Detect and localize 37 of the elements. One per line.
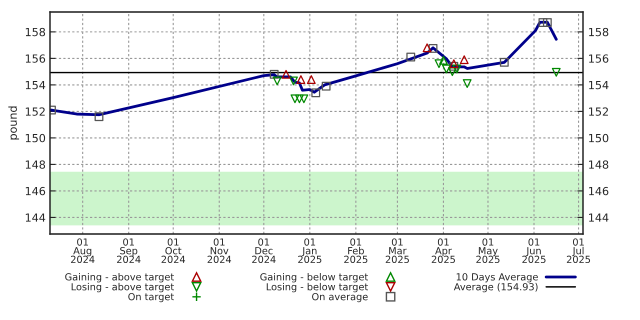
y-tick-label: 144 [26,214,46,222]
y-tick-label: 154 [26,81,46,90]
y-tick-label: 152 [26,107,45,116]
x-tick-label: 01 May 2025 [476,238,500,264]
legend-label: Gaining - below target [260,273,368,282]
y2-tick-label: 146 [589,186,608,196]
x-tick-label: 01 Feb 2025 [344,238,368,264]
y2-tick-label: 144 [589,214,608,222]
y-tick-label: 156 [26,54,46,63]
x-tick-label: 01 Nov 2024 [208,238,232,264]
y2-tick-label: 156 [589,54,608,63]
y2-tick-label: 150 [589,134,608,142]
y-tick-label: 148 [26,160,46,169]
legend-label: Losing - below target [266,282,368,292]
legend-label: On target [128,292,174,302]
legend-label: Losing - above target [72,282,174,292]
y2-tick-label: 148 [589,160,608,169]
x-tick-label: 01 Jan 2025 [298,238,322,264]
y-tick-label: 158 [26,28,46,36]
x-tick-label: 01 Jul 2025 [566,238,590,264]
x-tick-label: 01 Aug 2024 [71,238,94,264]
y-tick-label: 146 [26,186,46,196]
x-tick-label: 01 Dec 2024 [252,238,276,264]
legend-label: Average (154.93) [454,282,538,292]
x-tick-label: 01 Mar 2025 [386,238,409,264]
x-tick-label: 01 Jun 2025 [522,238,546,264]
x-tick-label: 01 Sep 2024 [117,238,141,264]
legend-label: Gaining - above target [65,273,174,282]
y2-tick-label: 154 [589,81,608,90]
x-tick-label: 01 Apr 2025 [432,238,455,264]
y-axis-title: pound [8,106,20,140]
legend-label: On average [312,292,368,302]
x-tick-label: 01 Oct 2024 [162,238,186,264]
y2-tick-label: 158 [589,28,608,36]
legend-label: 10 Days Average [456,273,538,282]
y2-tick-label: 152 [589,107,608,116]
y-tick-label: 150 [26,134,46,142]
